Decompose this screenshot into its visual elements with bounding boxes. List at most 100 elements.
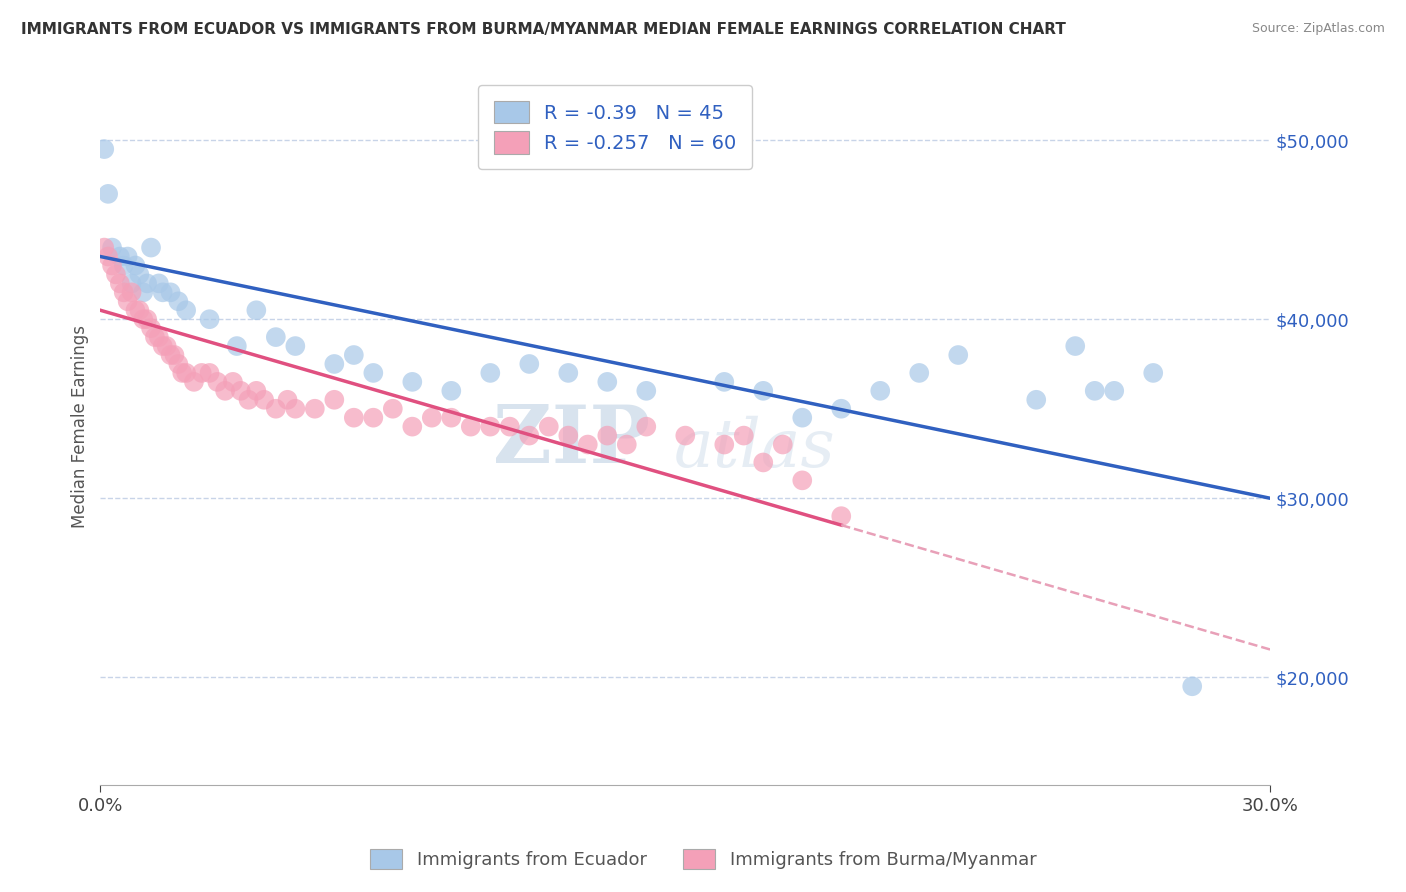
Point xyxy=(1142,366,1164,380)
Point xyxy=(636,384,658,398)
Point xyxy=(132,285,155,300)
Point xyxy=(207,375,229,389)
Point xyxy=(108,277,131,291)
Point xyxy=(108,250,131,264)
Point xyxy=(198,366,221,380)
Point xyxy=(148,330,170,344)
Y-axis label: Median Female Earnings: Median Female Earnings xyxy=(72,326,89,528)
Point xyxy=(713,437,735,451)
Point xyxy=(277,392,299,407)
Point xyxy=(245,384,267,398)
Point xyxy=(264,401,287,416)
Point xyxy=(190,366,212,380)
Point xyxy=(752,455,775,469)
Point xyxy=(143,330,166,344)
Point xyxy=(159,348,181,362)
Point xyxy=(830,401,852,416)
Point xyxy=(557,366,579,380)
Point xyxy=(381,401,404,416)
Point xyxy=(517,428,540,442)
Point xyxy=(1084,384,1107,398)
Point xyxy=(93,241,115,255)
Point xyxy=(869,384,891,398)
Point xyxy=(440,410,463,425)
Point xyxy=(752,384,775,398)
Text: ZIP: ZIP xyxy=(494,402,650,480)
Point xyxy=(148,277,170,291)
Point xyxy=(167,357,190,371)
Point xyxy=(222,375,245,389)
Legend: Immigrants from Ecuador, Immigrants from Burma/Myanmar: Immigrants from Ecuador, Immigrants from… xyxy=(360,839,1046,879)
Point xyxy=(128,268,150,282)
Text: atlas: atlas xyxy=(673,416,835,481)
Point xyxy=(323,392,346,407)
Point xyxy=(596,375,619,389)
Point xyxy=(124,259,146,273)
Point xyxy=(183,375,205,389)
Point xyxy=(121,285,143,300)
Legend: R = -0.39   N = 45, R = -0.257   N = 60: R = -0.39 N = 45, R = -0.257 N = 60 xyxy=(478,86,752,169)
Point xyxy=(172,366,194,380)
Point xyxy=(214,384,236,398)
Point xyxy=(733,428,755,442)
Point xyxy=(363,366,385,380)
Point xyxy=(576,437,599,451)
Point xyxy=(636,419,658,434)
Point xyxy=(225,339,247,353)
Point xyxy=(830,509,852,524)
Point xyxy=(1102,384,1125,398)
Point xyxy=(517,357,540,371)
Point xyxy=(101,259,124,273)
Point xyxy=(253,392,276,407)
Point xyxy=(713,375,735,389)
Point xyxy=(117,250,139,264)
Point xyxy=(139,241,162,255)
Point xyxy=(132,312,155,326)
Point xyxy=(460,419,482,434)
Point xyxy=(198,312,221,326)
Point xyxy=(174,366,197,380)
Point xyxy=(479,366,502,380)
Point xyxy=(792,474,814,488)
Point xyxy=(229,384,252,398)
Point xyxy=(139,321,162,335)
Point xyxy=(97,186,120,201)
Point xyxy=(792,410,814,425)
Point xyxy=(363,410,385,425)
Point xyxy=(97,250,120,264)
Point xyxy=(112,285,135,300)
Point xyxy=(908,366,931,380)
Point xyxy=(343,348,366,362)
Point xyxy=(557,428,579,442)
Point xyxy=(440,384,463,398)
Point xyxy=(152,285,174,300)
Point xyxy=(1025,392,1047,407)
Point xyxy=(124,303,146,318)
Text: IMMIGRANTS FROM ECUADOR VS IMMIGRANTS FROM BURMA/MYANMAR MEDIAN FEMALE EARNINGS : IMMIGRANTS FROM ECUADOR VS IMMIGRANTS FR… xyxy=(21,22,1066,37)
Point xyxy=(343,410,366,425)
Point xyxy=(499,419,522,434)
Point xyxy=(117,294,139,309)
Point xyxy=(479,419,502,434)
Point xyxy=(152,339,174,353)
Point xyxy=(616,437,638,451)
Point xyxy=(101,241,124,255)
Point xyxy=(1064,339,1087,353)
Point xyxy=(401,375,423,389)
Point xyxy=(673,428,696,442)
Point xyxy=(93,142,115,156)
Point xyxy=(284,401,307,416)
Point xyxy=(304,401,326,416)
Point xyxy=(104,268,127,282)
Point xyxy=(1181,679,1204,693)
Point xyxy=(136,312,159,326)
Point xyxy=(167,294,190,309)
Point xyxy=(112,259,135,273)
Point xyxy=(245,303,267,318)
Point xyxy=(772,437,794,451)
Point xyxy=(121,277,143,291)
Point xyxy=(596,428,619,442)
Point xyxy=(284,339,307,353)
Point xyxy=(401,419,423,434)
Point xyxy=(537,419,560,434)
